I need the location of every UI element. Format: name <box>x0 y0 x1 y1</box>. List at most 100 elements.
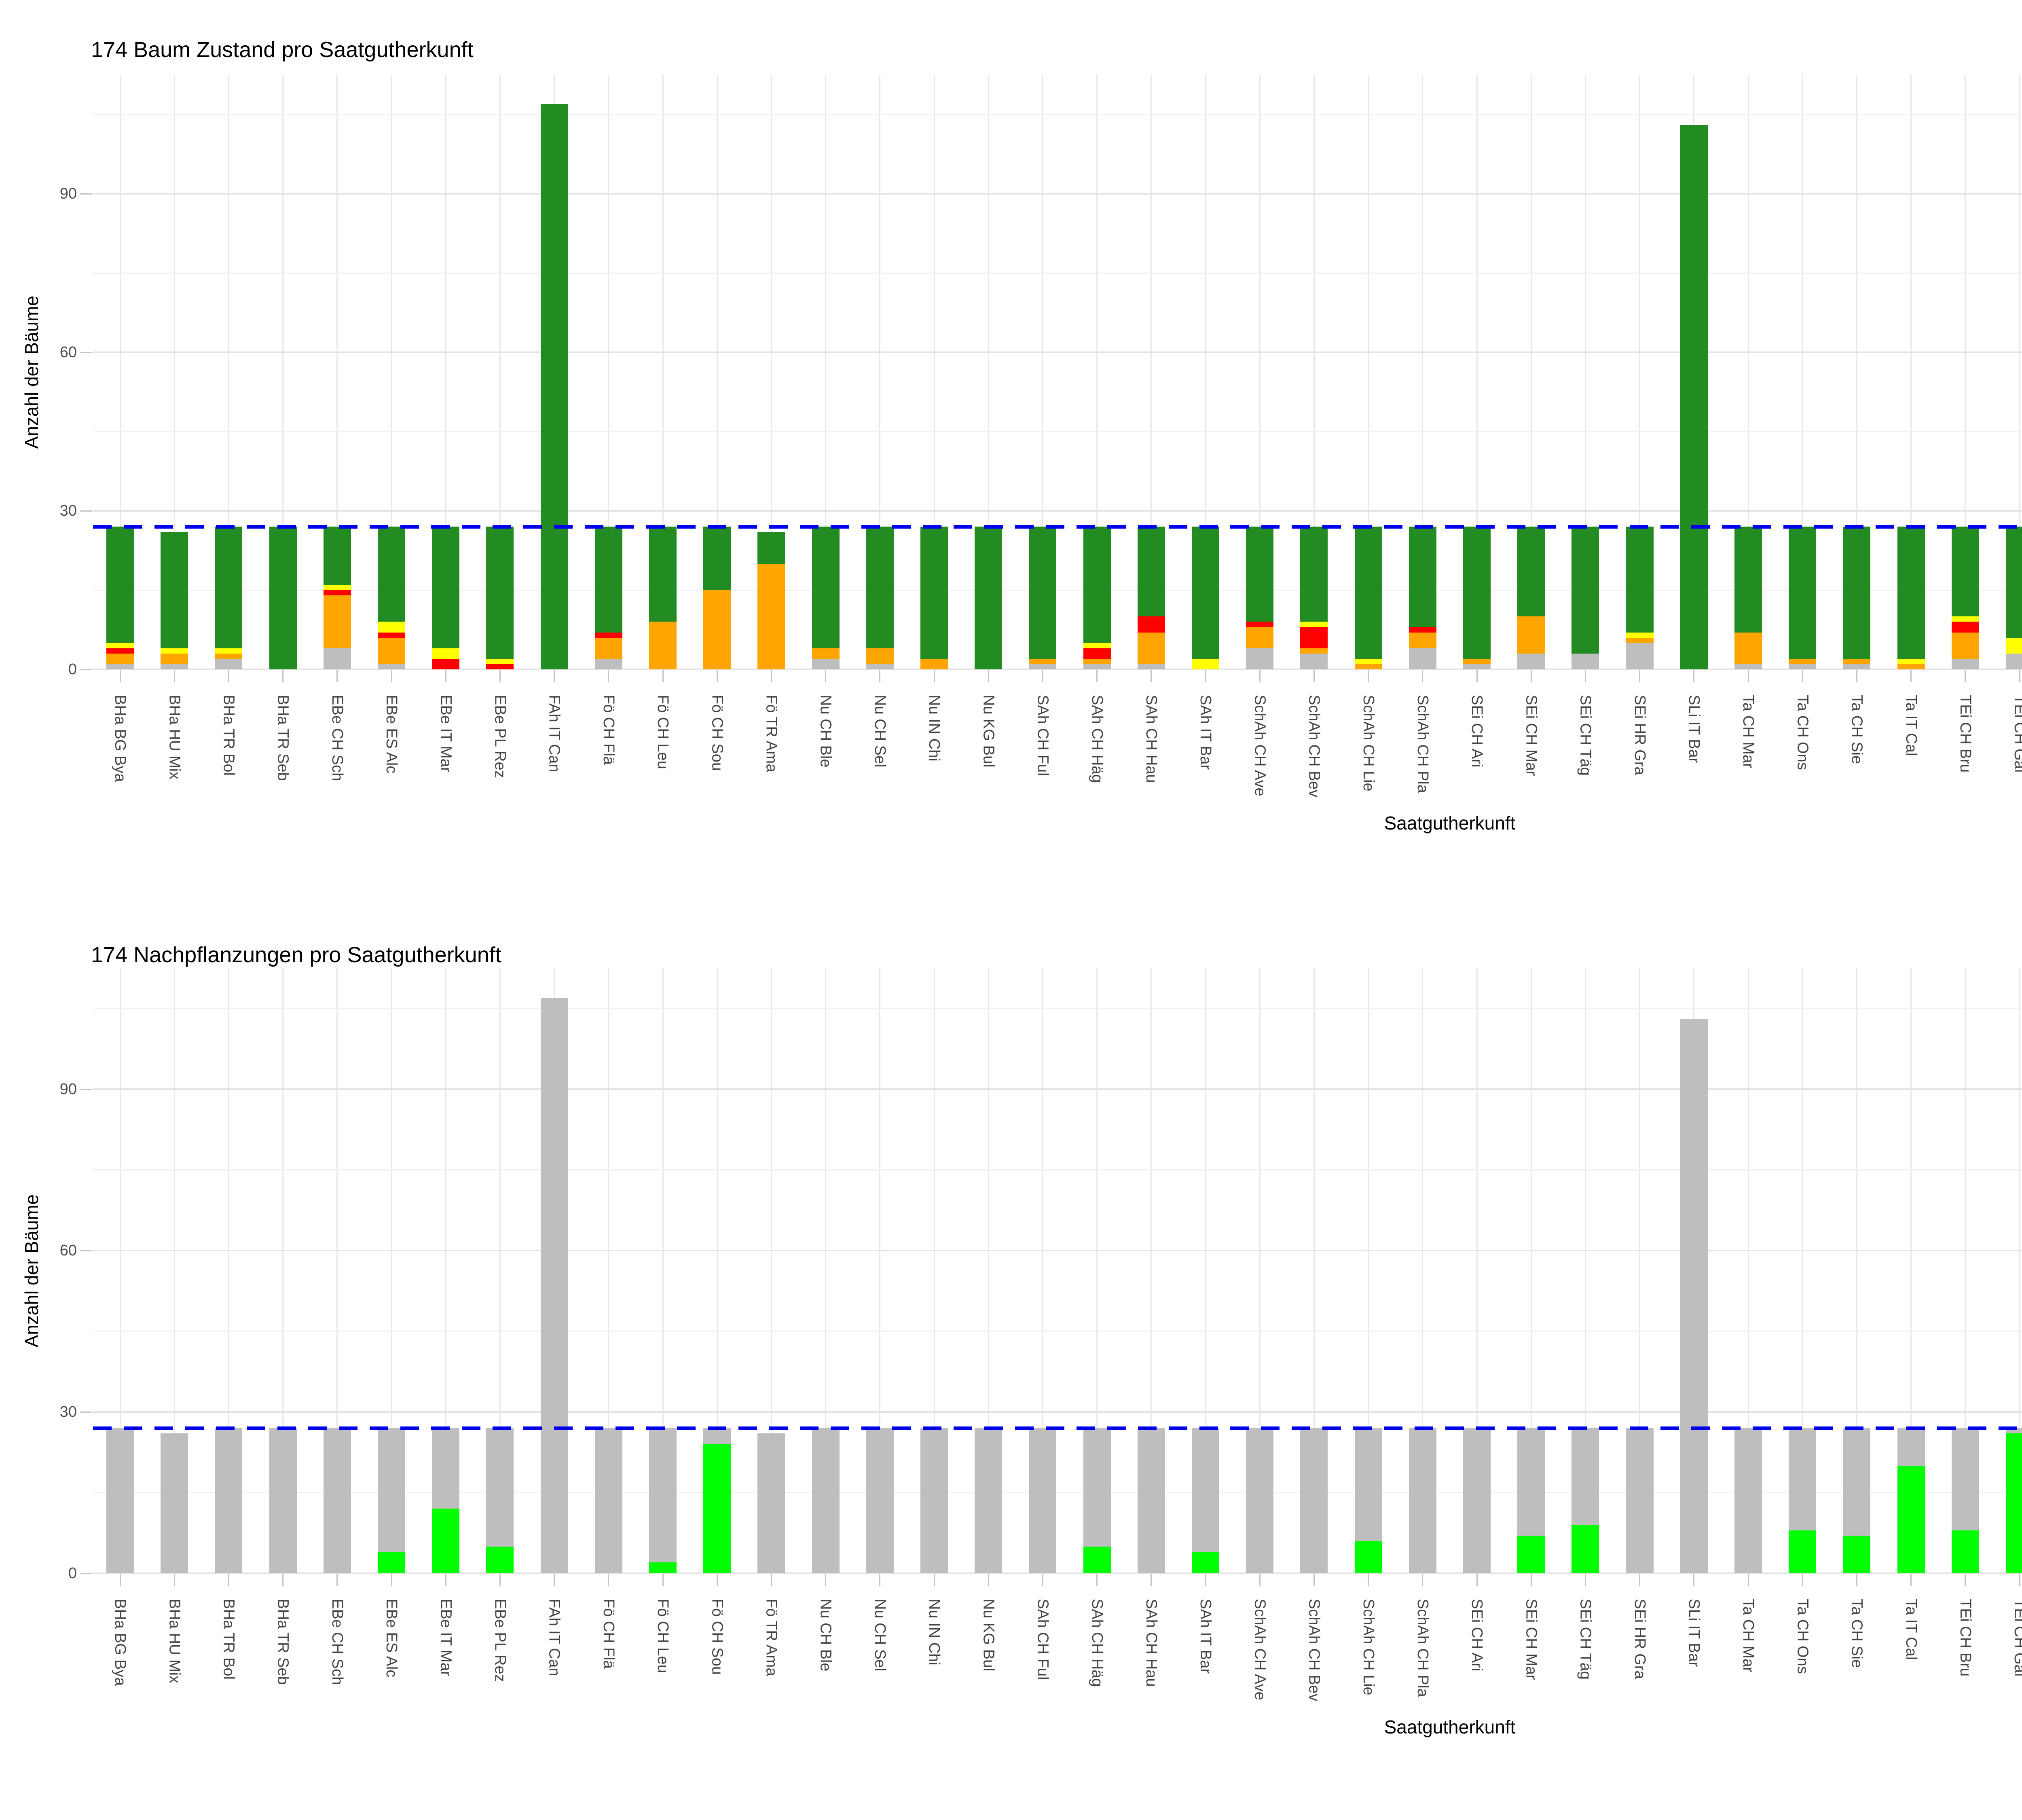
bar-segment <box>378 1428 406 1552</box>
x-tick-label-text: Fö CH Sou <box>709 1599 726 1675</box>
bar-slot <box>93 75 147 669</box>
bar-segment <box>1680 125 1708 669</box>
x-tick-mark <box>282 670 284 682</box>
stacked-bar <box>866 75 894 669</box>
stacked-bar <box>2006 968 2022 1573</box>
stacked-bar <box>323 75 351 669</box>
stacked-bar <box>1463 75 1491 669</box>
bar-slot <box>1341 75 1396 669</box>
gridline-minor <box>93 272 2022 274</box>
stacked-bar <box>1734 75 1762 669</box>
bar-segment <box>432 527 460 648</box>
bar-segment <box>215 1428 243 1573</box>
bar-segment <box>812 648 840 659</box>
x-tick-label-text: SEi CH Täg <box>1577 1599 1594 1680</box>
x-tick-label: Fö TR Ama <box>744 695 798 869</box>
x-tick-label: FAh IT Can <box>527 695 582 869</box>
bar-segment <box>486 527 514 659</box>
x-tick-label: EBe IT Mar <box>419 695 473 869</box>
x-tick-label-text: SLi IT Bar <box>1685 695 1703 763</box>
bar-segment <box>1843 1428 1871 1536</box>
x-tick-mark <box>1747 670 1749 682</box>
stacked-bar <box>975 75 1003 669</box>
bar-segment <box>432 1428 460 1509</box>
x-tick-label-text: Ta CH Ons <box>1794 1599 1811 1674</box>
x-tick-mark <box>336 670 338 682</box>
x-tick-label-text: SchAh CH Ave <box>1251 695 1269 796</box>
x-tick-label: Nu IN Chi <box>907 695 961 869</box>
bar-segment <box>161 653 188 664</box>
x-tick-mark <box>499 670 501 682</box>
x-tick-mark <box>716 1574 718 1586</box>
x-tick-label-text: Ta IT Cal <box>1902 1599 1920 1660</box>
bar-slot <box>1613 75 1667 669</box>
bar-segment <box>1409 1428 1436 1573</box>
stacked-bar <box>1517 75 1545 669</box>
x-tick-label-text: SchAh CH Ave <box>1251 1599 1269 1700</box>
bar-segment <box>1789 658 1817 664</box>
bar-segment <box>378 622 406 633</box>
bar-segment <box>866 1428 894 1573</box>
chart2-x-axis-labels: BHa BG Bya BHa HU Mix BHa TR Bol BHa TR Seb… <box>93 1599 2022 1773</box>
x-tick-label: Ta CH Mar <box>1721 695 1775 869</box>
stacked-bar <box>432 968 460 1573</box>
x-tick-label-text: SAh CH Häg <box>1088 695 1106 783</box>
bar-segment <box>323 584 351 590</box>
gridline-major <box>93 1411 2022 1413</box>
bar-segment <box>1897 1428 1925 1466</box>
bar-slot <box>1341 968 1396 1573</box>
bar-segment <box>866 648 894 664</box>
x-tick-mark <box>879 670 881 682</box>
stacked-bar <box>1734 968 1762 1573</box>
x-tick-label-text: TEi CH Gal <box>2011 695 2022 773</box>
x-tick-label: Nu IN Chi <box>907 1599 961 1773</box>
chart2-y-axis-title: Anzahl der Bäume <box>21 1194 42 1348</box>
bar-segment <box>378 527 406 622</box>
stacked-bar <box>1951 75 1979 669</box>
bar-segment <box>1354 664 1382 669</box>
y-tick-mark <box>80 1411 92 1413</box>
x-tick-label-text: SchAh CH Bev <box>1305 695 1323 798</box>
bar-segment <box>757 563 785 669</box>
x-tick-mark <box>1965 670 1966 682</box>
gridline-vertical <box>336 968 338 1573</box>
bar-segment <box>1300 627 1328 648</box>
bar-slot <box>147 968 201 1573</box>
bar-slot <box>636 968 690 1573</box>
x-tick-label: Nu CH Ble <box>799 695 853 869</box>
bar-segment <box>594 658 622 669</box>
gridline-vertical <box>445 75 446 669</box>
gridline-major <box>93 193 2022 195</box>
gridline-vertical <box>988 968 989 1573</box>
gridline-vertical <box>933 968 935 1573</box>
x-tick-mark <box>1693 670 1695 682</box>
x-tick-label-text: SchAh CH Lie <box>1360 695 1377 791</box>
x-tick-label: SEi CH Ari <box>1450 1599 1504 1773</box>
x-tick-mark <box>608 670 609 682</box>
gridline-vertical <box>1639 968 1641 1573</box>
x-tick-mark <box>1151 670 1152 682</box>
x-tick-label: SAh CH Ful <box>1015 1599 1070 1773</box>
x-tick-label: Ta CH Sie <box>1830 695 1884 869</box>
stacked-bar <box>269 968 297 1573</box>
bar-slot <box>853 75 907 669</box>
x-tick-mark <box>1313 670 1315 682</box>
gridline-vertical <box>173 968 175 1573</box>
stacked-bar <box>594 968 622 1573</box>
bar-segment <box>323 590 351 596</box>
bar-segment <box>1571 1428 1599 1525</box>
bar-segment <box>1897 664 1925 669</box>
gridline-major <box>93 1572 2022 1574</box>
bar-segment <box>161 1433 188 1573</box>
bar-segment <box>1680 1019 1708 1573</box>
bar-segment <box>486 1546 514 1573</box>
bar-segment <box>1300 622 1328 627</box>
stacked-bar <box>269 75 297 669</box>
chart2-plot-panel <box>93 968 2022 1574</box>
gridline-vertical <box>771 968 772 1573</box>
stacked-bar <box>1789 968 1817 1573</box>
x-tick-label: SchAh CH Ave <box>1233 1599 1287 1773</box>
bar-segment <box>812 658 840 669</box>
x-tick-label-text: SAh CH Häg <box>1088 1599 1106 1687</box>
bar-segment <box>215 648 243 654</box>
